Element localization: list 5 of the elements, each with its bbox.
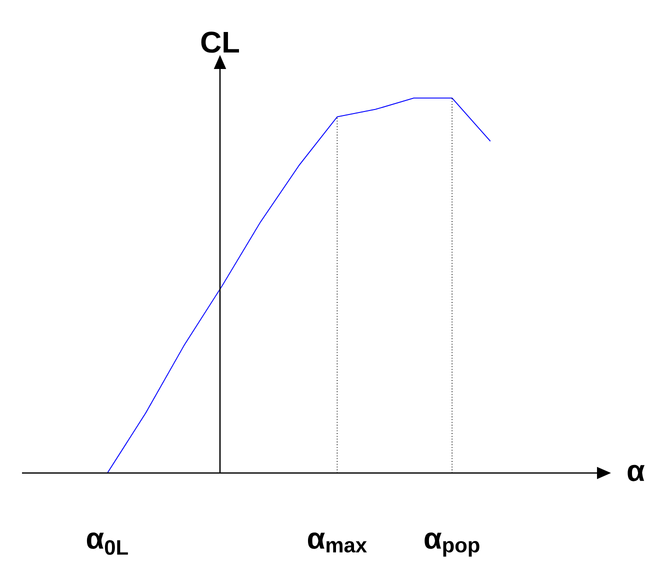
y-axis-title: CL xyxy=(201,32,239,53)
x-tick-label: α$_{0L}$ xyxy=(86,532,128,555)
x-tick-label: α$_{pop}$ xyxy=(424,532,480,557)
x-tick-label: α$_{max}$ xyxy=(308,532,367,553)
x-axis-title: α xyxy=(628,464,645,482)
